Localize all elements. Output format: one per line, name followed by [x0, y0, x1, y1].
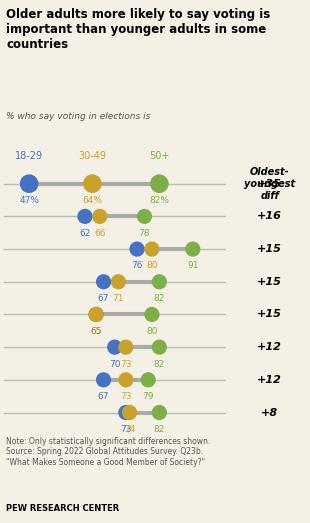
- Text: +8: +8: [261, 407, 278, 417]
- Point: [123, 408, 128, 417]
- Point: [27, 179, 32, 188]
- Point: [94, 310, 99, 319]
- Text: +12: +12: [257, 342, 282, 352]
- Point: [101, 278, 106, 286]
- Point: [190, 245, 195, 253]
- Text: 67: 67: [98, 294, 109, 303]
- Text: 79: 79: [142, 392, 154, 401]
- Text: PEW RESEARCH CENTER: PEW RESEARCH CENTER: [6, 504, 119, 513]
- Text: 62: 62: [79, 229, 91, 238]
- Text: 80: 80: [146, 327, 158, 336]
- Text: 73: 73: [120, 425, 132, 434]
- Point: [116, 278, 121, 286]
- Text: +15: +15: [257, 244, 282, 254]
- Text: 71: 71: [113, 294, 124, 303]
- Text: 82%: 82%: [149, 196, 169, 205]
- Text: 65: 65: [90, 327, 102, 336]
- Text: 47%: 47%: [19, 196, 39, 205]
- Point: [112, 343, 117, 351]
- Point: [157, 408, 162, 417]
- Point: [123, 376, 128, 384]
- Point: [123, 343, 128, 351]
- Text: +15: +15: [257, 310, 282, 320]
- Point: [149, 245, 154, 253]
- Text: 82: 82: [154, 294, 165, 303]
- Text: 80: 80: [146, 262, 158, 270]
- Text: 65: 65: [90, 327, 102, 336]
- Text: +15: +15: [257, 277, 282, 287]
- Point: [157, 343, 162, 351]
- Point: [142, 212, 147, 221]
- Text: +12: +12: [257, 375, 282, 385]
- Text: 73: 73: [120, 392, 132, 401]
- Text: Older adults more likely to say voting is
important than younger adults in some
: Older adults more likely to say voting i…: [6, 8, 270, 51]
- Text: 91: 91: [187, 262, 199, 270]
- Point: [94, 310, 99, 319]
- Text: 70: 70: [109, 360, 121, 369]
- Text: 76: 76: [131, 262, 143, 270]
- Text: 64%: 64%: [82, 196, 102, 205]
- Text: 73: 73: [120, 360, 132, 369]
- Point: [101, 376, 106, 384]
- Text: +35: +35: [257, 179, 282, 189]
- Text: 50+: 50+: [149, 151, 170, 161]
- Point: [127, 408, 132, 417]
- Text: 74: 74: [124, 425, 135, 434]
- Point: [97, 212, 102, 221]
- Text: 78: 78: [139, 229, 150, 238]
- Text: 67: 67: [98, 392, 109, 401]
- Point: [157, 278, 162, 286]
- Point: [149, 310, 154, 319]
- Text: 18-29: 18-29: [15, 151, 43, 161]
- Point: [82, 212, 87, 221]
- Text: +16: +16: [257, 211, 282, 221]
- Point: [157, 179, 162, 188]
- Text: Note: Only statistically significant differences shown.
Source: Spring 2022 Glob: Note: Only statistically significant dif…: [6, 437, 210, 467]
- Text: 30-49: 30-49: [78, 151, 106, 161]
- Text: Oldest-
youngest
diff: Oldest- youngest diff: [244, 167, 295, 200]
- Text: 82: 82: [154, 425, 165, 434]
- Text: 66: 66: [94, 229, 106, 238]
- Point: [146, 376, 151, 384]
- Text: % who say voting in elections is: % who say voting in elections is: [6, 112, 153, 121]
- Point: [90, 179, 95, 188]
- Point: [135, 245, 140, 253]
- Text: 82: 82: [154, 360, 165, 369]
